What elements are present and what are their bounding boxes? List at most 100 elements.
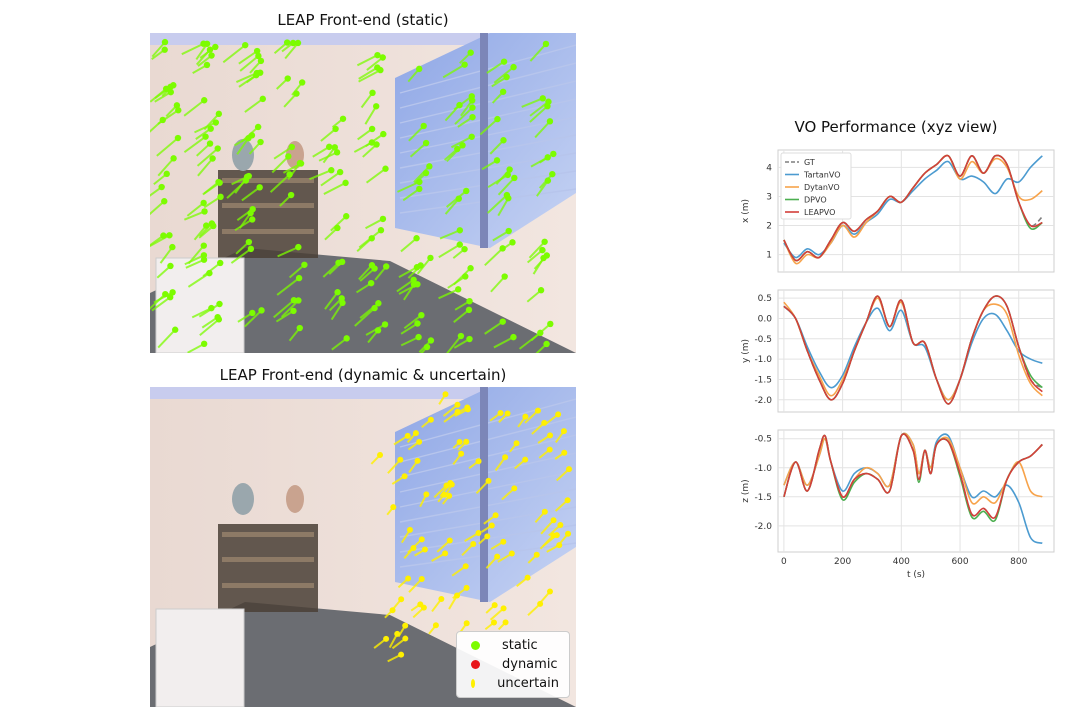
static-keypoint — [377, 227, 385, 234]
uncertain-keypoint — [405, 575, 412, 582]
static-keypoint — [200, 340, 208, 348]
static-keypoint — [505, 227, 512, 235]
static-keypoint — [456, 227, 464, 234]
static-keypoint — [545, 98, 552, 105]
y-tick-label: -1.0 — [754, 355, 772, 365]
chair — [155, 608, 245, 707]
static-keypoint — [174, 134, 182, 142]
static-frame-image — [150, 33, 576, 353]
uncertain-keypoint — [524, 574, 531, 581]
static-keypoint — [290, 307, 297, 315]
track-tail — [397, 180, 420, 193]
track-tail — [408, 125, 425, 142]
static-keypoint — [539, 95, 547, 102]
track-tail — [199, 318, 220, 337]
static-keypoint — [467, 49, 474, 56]
uncertain-keypoint — [443, 482, 450, 489]
uncertain-keypoint — [555, 411, 562, 418]
uncertain-keypoint — [550, 517, 557, 524]
static-keypoint — [374, 51, 381, 59]
static-keypoint — [468, 133, 475, 140]
static-keypoint — [550, 150, 557, 158]
x-tick-label: 0 — [781, 557, 787, 567]
track-tail — [330, 302, 344, 321]
static-keypoint — [373, 103, 380, 110]
track-tail — [183, 99, 205, 117]
track-tail — [358, 69, 381, 83]
track-tail — [438, 243, 461, 259]
static-keypoint — [539, 246, 546, 254]
track-tail — [486, 194, 508, 214]
uncertain-keypoint — [557, 521, 564, 528]
static-keypoint — [170, 82, 177, 89]
y-tick-label: 2 — [766, 222, 772, 232]
track-tail — [276, 277, 300, 296]
static-keypoint — [422, 169, 430, 177]
static-keypoint — [368, 125, 376, 133]
track-tail — [186, 202, 205, 217]
static-keypoint — [290, 297, 298, 304]
static-keypoint — [468, 93, 475, 100]
uncertain-keypoint — [546, 446, 553, 453]
static-keypoint — [162, 290, 169, 298]
track-tail — [271, 155, 290, 174]
floor — [150, 248, 576, 353]
static-keypoint — [465, 306, 473, 314]
static-keypoint — [259, 95, 267, 103]
legend-label: DytanVO — [804, 183, 840, 192]
x-tick-label: 200 — [834, 557, 851, 567]
track-tail — [484, 247, 504, 267]
static-keypoint — [285, 153, 292, 160]
static-keypoint — [334, 224, 341, 232]
static-keypoint — [166, 232, 173, 239]
track-tail — [318, 151, 338, 162]
track-tail — [159, 246, 174, 264]
uncertain-keypoint — [537, 600, 544, 607]
static-keypoint — [544, 154, 551, 161]
track-tail — [484, 320, 504, 335]
track-tail — [157, 157, 175, 177]
static-keypoint — [343, 335, 350, 342]
uncertain-keypoint — [488, 522, 495, 529]
uncertain-keypoint — [522, 456, 529, 463]
y-tick-label: -0.5 — [754, 335, 772, 345]
static-keypoint — [466, 297, 473, 305]
static-dot-icon — [471, 641, 480, 650]
uncertain-keypoint — [513, 440, 520, 447]
track-tail — [365, 218, 384, 230]
track-tail — [454, 106, 474, 125]
static-scene-svg — [150, 33, 576, 353]
static-keypoint — [371, 265, 378, 272]
static-keypoint — [296, 159, 304, 167]
track-tail — [353, 141, 373, 153]
static-keypoint — [418, 311, 425, 319]
shelf — [218, 524, 318, 612]
static-keypoint — [288, 143, 296, 151]
uncertain-keypoint — [470, 540, 477, 547]
y-tick-label: 0.0 — [758, 314, 773, 324]
static-keypoint — [200, 242, 207, 249]
track-tail — [354, 307, 376, 327]
track-tail — [526, 249, 544, 264]
track-tail — [234, 176, 248, 194]
static-keypoint — [375, 300, 382, 307]
uncertain-keypoint — [420, 604, 427, 611]
track-tail — [529, 100, 550, 117]
track-tail — [398, 283, 418, 295]
track-tail — [396, 278, 415, 293]
static-keypoint — [256, 69, 264, 76]
uncertain-keypoint — [446, 537, 453, 544]
static-keypoint — [541, 238, 548, 245]
track-tail — [151, 41, 166, 58]
uncertain-keypoint — [497, 410, 504, 417]
uncertain-keypoint — [418, 536, 425, 543]
dynamic-panel-title: LEAP Front-end (dynamic & uncertain) — [219, 366, 507, 384]
track-tail — [181, 42, 204, 56]
static-keypoint — [499, 245, 506, 252]
track-tail — [202, 262, 221, 277]
y-tick-label: -1.0 — [754, 464, 772, 474]
y-tick-label: -2.0 — [754, 396, 772, 406]
static-keypoint — [287, 191, 295, 199]
static-keypoint — [212, 43, 219, 51]
uncertain-keypoint — [418, 575, 425, 582]
